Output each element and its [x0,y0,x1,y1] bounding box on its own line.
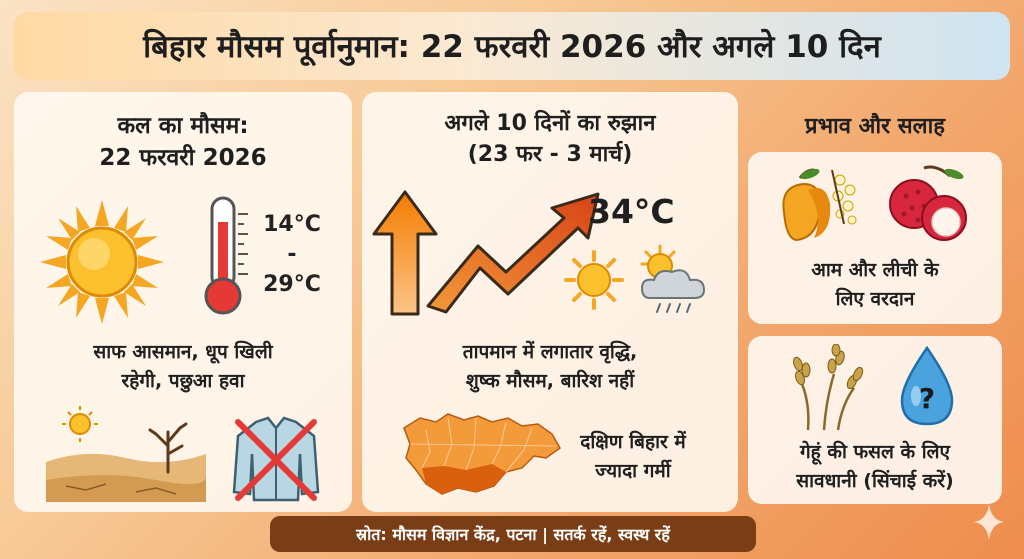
peak-temperature: 34°C [588,192,675,231]
up-arrow-icon [372,190,438,316]
wheat-text: गेहूं की फसल के लिए सावधानी (सिंचाई करें… [748,438,1002,496]
region-note-line2: ज्यादा गर्मी [595,460,671,482]
temp-min: 14°C [263,212,321,237]
tomorrow-desc-line2: रहेगी, पछुआ हवा [121,370,245,392]
mango-icon [782,168,857,242]
trend-heading-line2: (23 फर - 3 मार्च) [467,142,633,167]
trend-desc-line2: शुष्क मौसम, बारिश नहीं [465,370,635,392]
temp-separator: - [287,242,297,267]
source-footer: स्रोत: मौसम विज्ञान केंद्र, पटना | सतर्क… [270,516,756,552]
wheat-line2: सावधानी (सिंचाई करें) [796,470,954,492]
sun-cloud-rain-icon [640,244,706,313]
region-note-line1: दक्षिण बिहार में [580,431,686,453]
sparkle-icon [974,504,1004,540]
tomorrow-weather-card: कल का मौसम: 22 फरवरी 2026 [14,92,352,512]
impact-column: प्रभाव और सलाह आम और लीची के लिए वरदान [748,92,1010,512]
wheat-line1: गेहूं की फसल के लिए [799,441,951,463]
region-note: दक्षिण बिहार में ज्यादा गर्मी [548,428,718,486]
tomorrow-heading-line1: कल का मौसम: [117,113,249,139]
tomorrow-desc-line1: साफ आसमान, धूप खिली [93,341,273,363]
mango-litchi-text: आम और लीची के लिए वरदान [748,256,1002,314]
title-banner: बिहार मौसम पूर्वानुमान: 22 फरवरी 2026 और… [14,12,1010,80]
temp-max: 29°C [263,272,321,297]
mango-litchi-line1: आम और लीची के [811,259,939,281]
dry-landscape-icon [46,406,206,502]
tomorrow-heading-line2: 22 फरवरी 2026 [99,145,267,171]
water-drop-question-icon: ? [900,345,954,426]
temperature-range: 14°C - 29°C [252,210,332,300]
trend-heading-line1: अगले 10 दिनों का रुझान [444,111,656,136]
footer-text: स्रोत: मौसम विज्ञान केंद्र, पटना | सतर्क… [356,525,670,544]
trend-arrow-icon [426,192,600,314]
ten-day-trend-card: अगले 10 दिनों का रुझान (23 फर - 3 मार्च)… [362,92,738,512]
bihar-map-icon [403,413,561,495]
mango-litchi-card: आम और लीची के लिए वरदान [748,152,1002,324]
tomorrow-description: साफ आसमान, धूप खिली रहेगी, पछुआ हवा [14,338,352,396]
wheat-icon [793,344,864,431]
mango-litchi-line2: लिए वरदान [835,288,915,310]
page-title: बिहार मौसम पूर्वानुमान: 22 फरवरी 2026 और… [143,29,881,65]
sun-icon [40,200,164,324]
svg-text:?: ? [919,382,935,415]
sun-icon [564,250,624,310]
tomorrow-heading: कल का मौसम: 22 फरवरी 2026 [14,110,352,174]
litchi-icon [889,165,967,241]
trend-heading: अगले 10 दिनों का रुझान (23 फर - 3 मार्च) [362,108,738,170]
wheat-card: ? गेहूं की फसल के लिए सावधानी (सिंचाई कर… [748,336,1002,504]
no-jacket-icon [232,416,320,502]
impact-heading: प्रभाव और सलाह [805,114,945,139]
trend-description: तापमान में लगातार वृद्धि, शुष्क मौसम, बा… [362,338,738,396]
thermometer-icon [204,196,248,315]
trend-desc-line1: तापमान में लगातार वृद्धि, [462,341,638,363]
